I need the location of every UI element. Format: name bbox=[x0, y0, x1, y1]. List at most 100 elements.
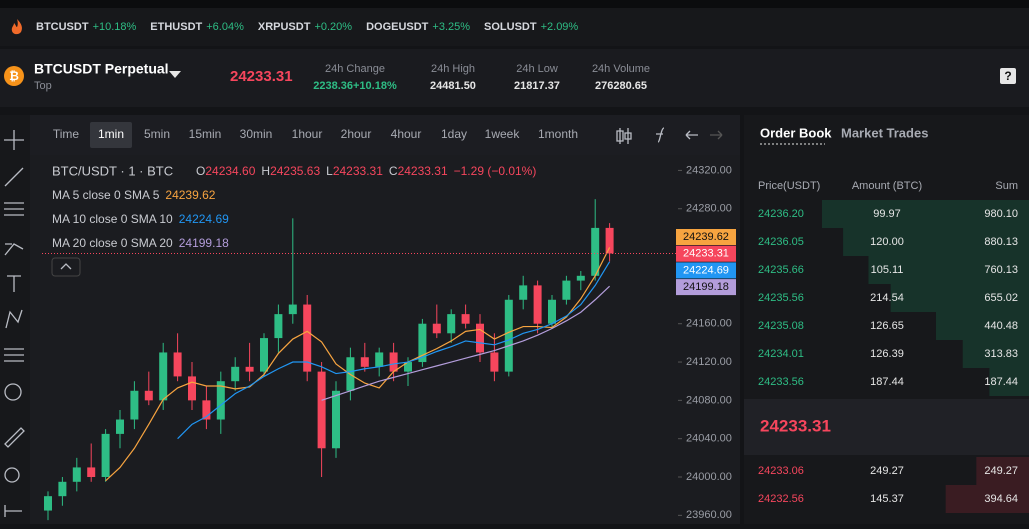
price-badge-label: 24233.31 bbox=[683, 248, 729, 260]
help-text[interactable]: ? bbox=[1004, 69, 1011, 83]
stat-label: 24h Change bbox=[325, 63, 385, 75]
ticker-change: +3.25% bbox=[432, 21, 470, 33]
order-price: 24234.01 bbox=[758, 348, 804, 360]
interval-button[interactable]: 1month bbox=[538, 127, 578, 141]
candle-body bbox=[72, 467, 81, 482]
undo-button[interactable] bbox=[685, 130, 698, 140]
order-sum: 980.10 bbox=[984, 208, 1018, 220]
mid-price: 24233.31 bbox=[760, 416, 831, 435]
order-price: 24233.56 bbox=[758, 376, 804, 388]
order-sum: 313.83 bbox=[984, 348, 1018, 360]
interval-button[interactable]: 1day bbox=[441, 127, 467, 141]
btc-glyph: ₿ bbox=[9, 69, 19, 83]
interval-button[interactable]: 1hour bbox=[292, 127, 323, 141]
pattern-tool[interactable] bbox=[5, 309, 23, 329]
y-tick-label: 24320.00 bbox=[686, 164, 732, 176]
stat-label: 24h Volume bbox=[592, 63, 650, 75]
candle-body bbox=[202, 400, 211, 420]
candle-body bbox=[533, 285, 542, 324]
ticker-change: +6.04% bbox=[206, 21, 244, 33]
interval-button[interactable]: 1min bbox=[98, 127, 124, 141]
redo-button[interactable] bbox=[710, 130, 723, 140]
interval-button[interactable]: 30min bbox=[240, 127, 273, 141]
chart-title: BTC/USDT · 1 · BTC bbox=[52, 163, 173, 178]
header-bar bbox=[0, 49, 1029, 107]
order-price: 24235.56 bbox=[758, 292, 804, 304]
y-tick-label: 24080.00 bbox=[686, 394, 732, 406]
help-button[interactable] bbox=[1000, 68, 1016, 84]
chart-toolbar-icons bbox=[616, 127, 723, 144]
active-interval-bg bbox=[90, 122, 132, 148]
candle-body bbox=[332, 390, 340, 449]
price-badge bbox=[676, 279, 736, 296]
order-sum: 880.13 bbox=[984, 236, 1018, 248]
crosshair-tool[interactable] bbox=[4, 130, 24, 150]
depth-bar bbox=[935, 312, 1029, 340]
ma-line bbox=[177, 261, 611, 440]
candle-body bbox=[447, 314, 456, 334]
chart-type-button[interactable] bbox=[616, 128, 632, 144]
order-sum: 249.27 bbox=[984, 465, 1018, 477]
indicator-button[interactable] bbox=[656, 127, 665, 143]
collapse-legend[interactable] bbox=[51, 257, 81, 277]
interval-button[interactable]: 15min bbox=[189, 127, 222, 141]
ticker-symbol: SOLUSDT bbox=[484, 21, 537, 33]
dropdown[interactable] bbox=[169, 71, 181, 78]
interval-button[interactable]: 5min bbox=[144, 127, 170, 141]
candle-body bbox=[116, 419, 124, 434]
depth-bar bbox=[945, 485, 1029, 513]
symbol-sub: Top bbox=[34, 80, 52, 92]
interval-button[interactable]: 1week bbox=[485, 127, 521, 141]
candle-body bbox=[490, 352, 499, 372]
ohlc-value: 24233.31 bbox=[398, 164, 448, 178]
symbol[interactable]: BTCUSDT Perpetual bbox=[34, 61, 169, 77]
interval-button[interactable]: 2hour bbox=[341, 127, 372, 141]
price-badge-label: 24224.69 bbox=[683, 264, 729, 276]
column-header: Amount (BTC) bbox=[852, 180, 922, 192]
y-tick-label: 24120.00 bbox=[686, 356, 732, 368]
candle-body bbox=[173, 352, 182, 377]
candle-body bbox=[591, 227, 600, 276]
column-header: Price(USDT) bbox=[758, 180, 820, 192]
ruler-tool[interactable] bbox=[4, 427, 25, 448]
order-sum: 440.48 bbox=[984, 320, 1018, 332]
tool-column bbox=[0, 115, 30, 524]
ticker-symbol: BTCUSDT bbox=[36, 21, 89, 33]
emoji-tool[interactable] bbox=[4, 383, 22, 401]
candle-body bbox=[360, 357, 369, 367]
legend-value: 24224.69 bbox=[179, 212, 229, 226]
order-price: 24235.66 bbox=[758, 264, 804, 276]
fib-tool[interactable] bbox=[4, 348, 24, 362]
interval-button[interactable]: 4hour bbox=[391, 127, 422, 141]
brush-tool[interactable] bbox=[4, 243, 24, 256]
stat-label: 24h High bbox=[431, 63, 475, 75]
candle-body bbox=[274, 314, 283, 339]
line-tool[interactable] bbox=[4, 167, 24, 187]
y-tick-label: 24160.00 bbox=[686, 318, 732, 330]
ticker-symbol: ETHUSDT bbox=[150, 21, 202, 33]
collapse-arrow[interactable] bbox=[60, 263, 72, 270]
candle-body bbox=[288, 304, 297, 315]
ticker-symbol: XRPUSDT bbox=[258, 21, 311, 33]
depth-bar bbox=[822, 200, 1029, 228]
order-book-tab[interactable]: Order Book bbox=[760, 125, 832, 140]
text-tool[interactable] bbox=[7, 275, 21, 292]
stat-value: 2238.36+10.18% bbox=[313, 80, 397, 92]
candle-body bbox=[87, 467, 96, 478]
zoom-tool[interactable] bbox=[4, 467, 20, 483]
y-tick-label: 24280.00 bbox=[686, 203, 732, 215]
candle-body bbox=[58, 481, 67, 497]
interval-button[interactable]: Time bbox=[53, 127, 80, 141]
candle-body bbox=[605, 227, 614, 254]
order-amount: 214.54 bbox=[870, 292, 904, 304]
candle-body bbox=[130, 390, 139, 420]
order-price: 24235.08 bbox=[758, 320, 804, 332]
candle-body bbox=[562, 280, 571, 300]
channel-tool[interactable] bbox=[4, 202, 24, 216]
magnet-tool[interactable] bbox=[4, 505, 22, 517]
candle-body bbox=[216, 381, 225, 420]
order-book-tab[interactable]: Market Trades bbox=[841, 125, 928, 140]
ma-line bbox=[321, 285, 611, 401]
top-strip bbox=[0, 0, 1029, 8]
